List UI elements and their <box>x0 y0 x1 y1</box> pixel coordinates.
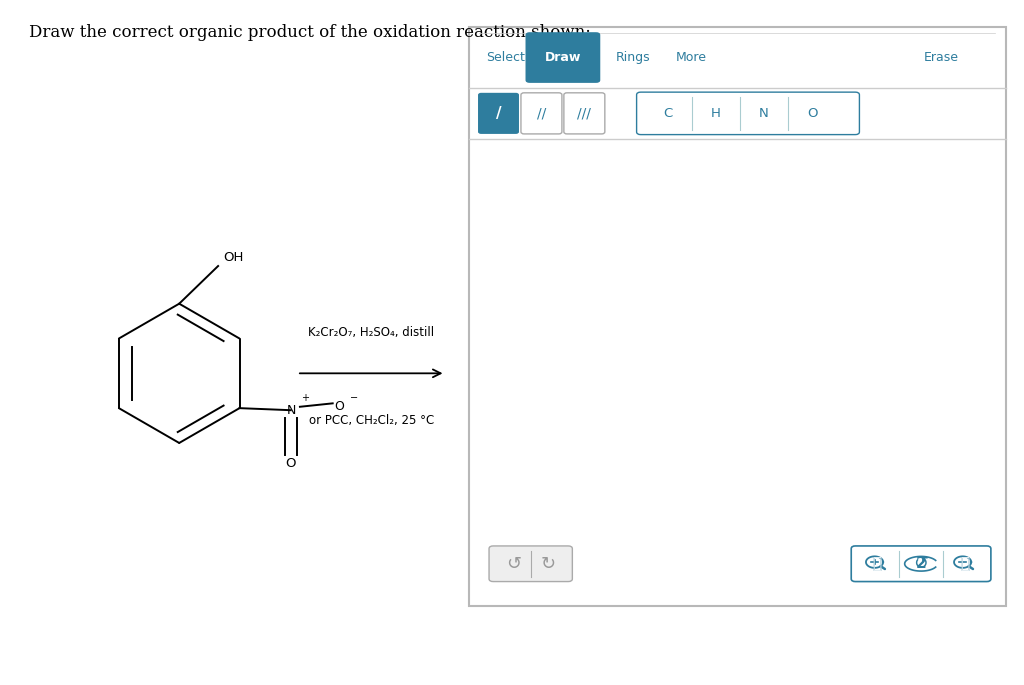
Text: $\mathregular{+}$: $\mathregular{+}$ <box>300 393 309 403</box>
Text: ///: /// <box>578 106 591 121</box>
Text: Draw the correct organic product of the oxidation reaction shown:: Draw the correct organic product of the … <box>29 24 591 41</box>
Text: OH: OH <box>223 251 244 264</box>
FancyBboxPatch shape <box>637 92 859 134</box>
Text: $\mathregular{O}$: $\mathregular{O}$ <box>334 400 345 413</box>
Text: Select: Select <box>486 51 525 64</box>
Text: //: // <box>537 106 546 121</box>
Text: ↺: ↺ <box>913 555 929 573</box>
Text: ↺: ↺ <box>506 555 521 573</box>
Text: K₂Cr₂O₇, H₂SO₄, distill: K₂Cr₂O₇, H₂SO₄, distill <box>308 326 434 339</box>
Text: Draw: Draw <box>545 51 581 64</box>
Text: Erase: Erase <box>924 51 958 64</box>
Text: 🔍: 🔍 <box>961 556 970 571</box>
FancyBboxPatch shape <box>521 93 562 134</box>
Text: 🔍: 🔍 <box>872 556 882 571</box>
Text: O: O <box>807 107 817 120</box>
Text: $\mathregular{-}$: $\mathregular{-}$ <box>348 392 357 401</box>
Text: O: O <box>286 457 296 470</box>
Text: H: H <box>711 107 721 120</box>
Text: 2: 2 <box>915 556 927 571</box>
Text: Rings: Rings <box>615 51 650 64</box>
FancyBboxPatch shape <box>525 32 600 83</box>
FancyBboxPatch shape <box>469 27 1006 606</box>
FancyBboxPatch shape <box>851 546 991 582</box>
FancyBboxPatch shape <box>564 93 605 134</box>
Text: 🔍: 🔍 <box>872 556 882 571</box>
Text: N: N <box>759 107 769 120</box>
Text: More: More <box>676 51 708 64</box>
Text: ↻: ↻ <box>541 555 556 573</box>
Text: 🔍: 🔍 <box>961 556 970 571</box>
FancyBboxPatch shape <box>489 546 572 582</box>
FancyBboxPatch shape <box>478 93 519 134</box>
Text: $\mathregular{N}$: $\mathregular{N}$ <box>286 403 296 416</box>
Text: /: / <box>496 106 502 121</box>
Text: C: C <box>663 107 672 120</box>
Text: or PCC, CH₂Cl₂, 25 °C: or PCC, CH₂Cl₂, 25 °C <box>308 414 434 427</box>
